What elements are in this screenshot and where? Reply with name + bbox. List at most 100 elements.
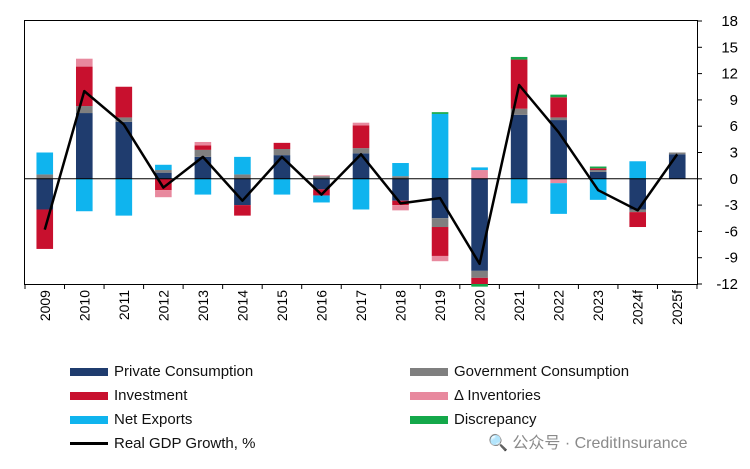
bar-segment [471,167,488,171]
x-tick-label: 2012 [155,290,171,321]
watermark: 🔍 公众号 · CreditInsurance [488,435,688,452]
y-tick-label: 9 [730,92,738,109]
bar-segment [352,148,370,154]
legend-swatch [70,367,108,376]
legend-swatch [70,415,108,424]
bar-segment [431,113,449,179]
bar-segment [313,189,330,196]
bar-segment [550,94,567,98]
gdp-contribution-chart: -12 -9 -6 -3 0 3 6 9 12 15 18 2009 2010 2011 2012 2013… [24,13,738,325]
legend-gdp-growth: Real GDP Growth, % [70,435,255,452]
y-tick-label: -9 [725,250,738,267]
bar-segment [510,178,528,204]
bar-segment [36,174,54,179]
bar-segment [589,168,607,171]
x-tick-label: 2022 [551,290,567,321]
bar-segment [629,161,647,179]
bar-segment [194,178,212,195]
x-tick-label: 2010 [76,290,92,321]
x-tick-label: 2013 [195,290,211,321]
bar-segment [510,108,528,115]
bar-segment [510,114,528,179]
bar-segment [75,58,93,67]
y-tick-label: 12 [721,66,738,83]
bar-segment [352,122,370,126]
bar-segment [431,218,449,228]
y-tick-label: 15 [721,39,738,56]
bar-segment [550,97,567,118]
gdp-growth-line [43,83,679,266]
legend-discrepancy: Discrepancy [410,411,537,428]
bar-segment [668,152,686,155]
legend-investment: Investment [70,387,187,404]
bar-segment [155,170,172,173]
bar-segment [629,178,647,210]
bar-segment [194,141,212,146]
bar-segment [431,227,449,256]
bar-segment [75,113,93,179]
legend-label: Discrepancy [454,411,537,428]
bar-segment [194,149,212,157]
bar-segment [115,86,133,118]
bar-segment [155,164,172,171]
legend-swatch [410,415,448,424]
x-tick-label: 2017 [353,290,369,321]
legend-swatch [70,391,108,400]
bar-segment [75,178,93,212]
legend-label: Δ Inventories [454,387,541,404]
bar-segment [668,154,686,179]
bar-segment [273,178,291,195]
bar-segment [589,170,607,172]
bar-segment [550,178,567,184]
legend-label: Real GDP Growth, % [114,435,256,452]
x-tick-label: 2024f [630,290,646,325]
bar-segment [589,166,607,169]
legend-label: Private Consumption [114,363,254,380]
bar-segment [115,117,133,122]
x-tick-label: 2020 [472,290,488,321]
bar-segment [550,117,567,121]
bar-segment [273,142,291,149]
bar-segment [36,152,54,175]
y-tick-label: -12 [716,276,738,293]
bar-segment [234,178,251,206]
bar-segment [352,178,370,210]
x-tick-label: 2009 [37,290,53,321]
bar-segment [510,56,528,60]
bar-segment [392,178,409,201]
bar-segment [550,183,567,214]
bar-segment [550,120,567,179]
bar-segment [234,156,251,175]
bar-segment [155,172,172,179]
x-tick-label: 2014 [234,290,250,321]
bar-segment [313,175,330,177]
legend-label: Government Consumption [454,363,630,380]
bar-segment [75,66,93,107]
x-tick-label: 2019 [432,290,448,321]
bar-segment [392,205,409,211]
legend-swatch [410,367,448,376]
bar-segment [115,121,133,179]
x-axis-ticks: 2009 2010 2011 2012 2013 2014 2015 2016 2017 2018… [24,284,698,325]
bar-segment [392,163,409,177]
legend-net-exports: Net Exports [70,411,192,428]
x-tick-label: 2011 [116,290,132,320]
bars-layer [36,56,686,287]
y-tick-label: -6 [725,223,738,240]
bar-segment [234,174,251,179]
bar-segment [392,176,409,179]
bar-segment [155,178,172,191]
bar-segment [36,178,54,210]
x-tick-label: 2021 [511,290,527,321]
y-tick-label: 0 [730,171,738,188]
y-tick-label: 6 [730,118,738,135]
bar-segment [194,145,212,150]
legend-government-consumption: Government Consumption [410,363,629,380]
bar-segment [629,212,647,228]
bar-segment [313,195,330,203]
bar-segment [115,178,133,216]
legend-swatch [410,391,448,400]
bar-segment [273,148,291,156]
bar-segment [75,106,93,114]
legend-private-consumption: Private Consumption [70,363,253,380]
